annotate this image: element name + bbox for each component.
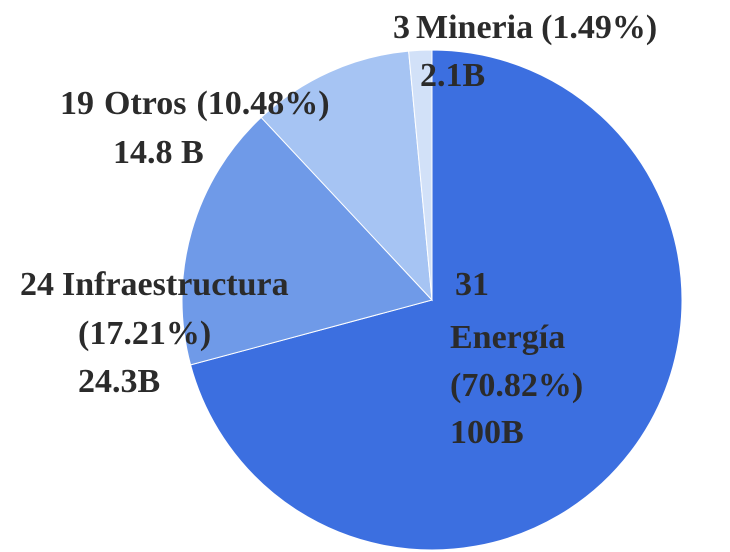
slice-label: (70.82%): [450, 367, 583, 404]
slice-label: Energía: [450, 319, 565, 356]
label-part: 24: [20, 266, 54, 303]
label-part: 24.3B: [78, 363, 160, 400]
label-part: 2.1B: [420, 57, 485, 94]
slice-label: 24.3B: [78, 363, 160, 400]
slice-label: 3 Mineria (1.49%): [393, 9, 657, 46]
label-part: (70.82%): [450, 367, 583, 404]
pie-slice: [260, 50, 433, 302]
label-part: 3: [393, 9, 410, 46]
pie-slice: [181, 116, 433, 366]
pie-slice: [189, 49, 683, 551]
slice-label: (17.21%): [78, 315, 211, 352]
slice-label: 2.1B: [420, 57, 485, 94]
label-part: 100B: [450, 414, 524, 451]
label-part: Otros: [104, 85, 186, 122]
label-part: Mineria: [416, 9, 533, 46]
label-part: Infraestructura: [62, 266, 289, 303]
label-part: 14.8 B: [113, 134, 204, 171]
slice-label: 24 Infraestructura: [20, 266, 289, 303]
slice-label: 31: [455, 266, 489, 303]
slice-label: 19 Otros (10.48%): [60, 85, 330, 122]
label-part: 31: [455, 266, 489, 303]
label-part: 19: [60, 85, 94, 122]
label-part: Energía: [450, 319, 565, 356]
label-part: (10.48%): [196, 85, 329, 122]
slice-label: 100B: [450, 414, 524, 451]
label-part: (1.49%): [541, 9, 657, 46]
pie-slice: [408, 49, 433, 301]
slice-label: 14.8 B: [113, 134, 204, 171]
label-part: (17.21%): [78, 315, 211, 352]
